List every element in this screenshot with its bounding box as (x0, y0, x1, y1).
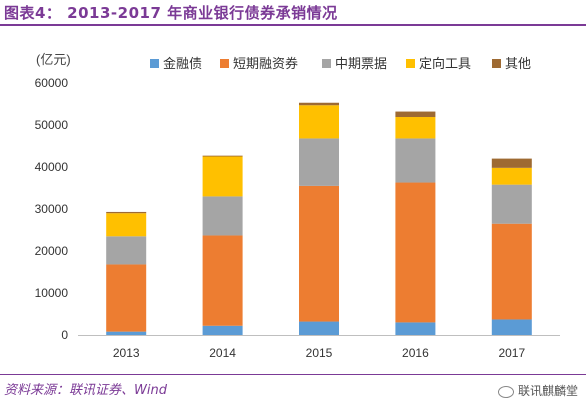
stacked-bar-chart: (亿元) 金融债 短期融资券 中期票据 定向工具 其他 0 10000 20000 30000… (35, 52, 560, 360)
watermark: 联讯麒麟堂 (497, 382, 578, 399)
y-tick-label-4: 40000 (35, 160, 69, 174)
source-note: 资料来源：联讯证券、Wind (4, 383, 167, 398)
bar-2017-4 (491, 158, 532, 168)
x-tick-label-4: 2017 (498, 346, 525, 360)
bar-2014-0 (202, 325, 243, 335)
legend-label-0: 金融债 (163, 56, 202, 72)
x-tick-label-1: 2014 (209, 346, 236, 360)
x-tick-label-3: 2016 (402, 346, 429, 360)
y-tick-label-5: 50000 (35, 118, 69, 132)
legend-swatch-2 (322, 59, 331, 68)
bar-2016-4 (395, 111, 436, 118)
bar-2013-4 (106, 211, 147, 214)
y-tick-label-0: 0 (61, 328, 68, 342)
title-bar: 图表4： 2013-2017 年商业银行债券承销情况 (0, 0, 586, 26)
y-axis: 0 10000 20000 30000 40000 50000 60000 (35, 76, 69, 342)
page-title: 图表4： 2013-2017 年商业银行债券承销情况 (4, 4, 338, 22)
bar-2016-3 (395, 117, 436, 139)
bar-2013-1 (106, 264, 147, 332)
bar-2017-1 (491, 223, 532, 320)
bar-2015-1 (299, 185, 339, 322)
wechat-icon (497, 385, 514, 398)
footer-divider (0, 374, 586, 375)
bar-2015-2 (299, 138, 339, 186)
bar-2017-2 (491, 184, 532, 224)
legend-swatch-1 (220, 59, 229, 68)
y-tick-label-1: 10000 (35, 286, 69, 300)
bars (106, 102, 532, 335)
bar-2015-0 (299, 321, 339, 335)
bar-2014-2 (202, 196, 243, 236)
y-tick-label-2: 20000 (35, 244, 69, 258)
legend-label-4: 其他 (505, 57, 531, 72)
x-tick-label-0: 2013 (113, 346, 140, 360)
bar-2016-0 (395, 322, 436, 335)
watermark-text: 联讯麒麟堂 (517, 384, 578, 398)
legend: 金融债 短期融资券 中期票据 定向工具 其他 (150, 56, 531, 72)
bar-2013-3 (106, 213, 147, 237)
legend-swatch-4 (492, 59, 501, 68)
legend-label-3: 定向工具 (419, 56, 471, 72)
bar-2014-4 (202, 155, 243, 157)
legend-swatch-0 (150, 59, 159, 68)
legend-swatch-3 (406, 59, 415, 68)
x-tick-label-2: 2015 (306, 346, 333, 360)
bar-2014-1 (202, 235, 243, 326)
bar-2014-3 (202, 156, 243, 197)
x-axis: 2013 2014 2015 2016 2017 (78, 335, 560, 360)
bar-2015-3 (299, 105, 339, 139)
y-unit-label: (亿元) (36, 52, 71, 67)
bar-2017-0 (491, 319, 532, 335)
legend-label-1: 短期融资券 (233, 56, 298, 72)
legend-label-2: 中期票据 (335, 57, 387, 72)
bar-2013-0 (106, 331, 147, 335)
bar-2016-2 (395, 138, 436, 183)
title-divider (0, 24, 586, 26)
bar-2017-3 (491, 167, 532, 185)
bar-2015-4 (299, 102, 339, 106)
bar-2013-2 (106, 236, 147, 265)
y-tick-label-6: 60000 (35, 76, 69, 90)
bar-2016-1 (395, 182, 436, 323)
y-tick-label-3: 30000 (35, 202, 69, 216)
